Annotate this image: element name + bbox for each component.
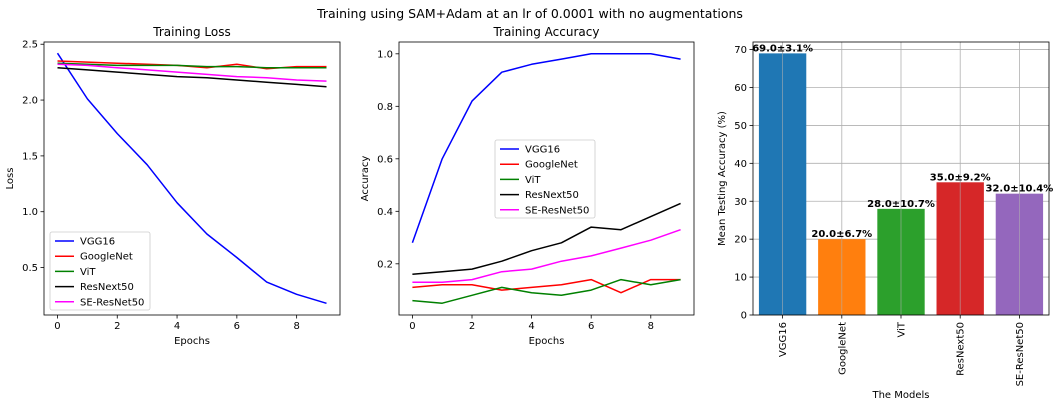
loss-series-vgg16 — [56, 52, 327, 305]
acc-title: Training Accuracy — [493, 25, 600, 39]
acc-series-vit — [412, 278, 681, 304]
loss-series-se-resnet50 — [57, 63, 327, 82]
loss-panel: Training Loss Epochs Loss 0 2 4 6 8 0.5 1.0 1.5 2.0… — [5, 25, 341, 347]
acc-legend-label: ViT — [525, 175, 541, 186]
acc-axes-frame — [398, 41, 695, 316]
acc-ytick-label: 0.2 — [377, 259, 393, 270]
loss-ytick-label: 0.5 — [22, 263, 38, 274]
acc-ytick-label: 0.6 — [377, 154, 393, 165]
bar-ytick-label: 50 — [734, 121, 747, 132]
acc-series-resnext50 — [412, 202, 681, 276]
bar-ytick-label: 30 — [734, 197, 747, 208]
loss-xtick-label: 2 — [114, 321, 120, 332]
loss-xtick-label: 0 — [54, 321, 60, 332]
loss-title: Training Loss — [152, 25, 230, 39]
acc-legend-label: VGG16 — [525, 145, 560, 156]
bar-value-label: 35.0±9.2% — [930, 172, 991, 183]
loss-xtick-label: 6 — [234, 321, 240, 332]
acc-series-se-resnet50 — [412, 228, 681, 283]
bar-xtick-label: SE-ResNet50 — [1015, 322, 1026, 386]
accuracy-panel: Training Accuracy Epochs Accuracy 0 2 4 6 8 0.2 0… — [360, 25, 695, 347]
loss-legend-label: VGG16 — [80, 237, 115, 248]
loss-ytick-label: 1.5 — [22, 151, 38, 162]
acc-xtick-label: 6 — [588, 321, 594, 332]
loss-legend-label: GoogleNet — [80, 252, 133, 263]
bar-axes-frame — [752, 41, 1050, 316]
bar-value-label: 20.0±6.7% — [811, 229, 872, 240]
acc-ylabel: Accuracy — [360, 156, 371, 202]
loss-axes-frame — [43, 41, 341, 316]
acc-ytick-label: 0.4 — [377, 207, 393, 218]
loss-series-resnext50 — [57, 66, 327, 88]
bar-ylabel: Mean Testing Accuracy (%) — [717, 111, 728, 246]
bar-value-label: 28.0±10.7% — [867, 199, 935, 210]
acc-ytick-label: 0.8 — [377, 102, 393, 113]
loss-series-vit — [57, 62, 327, 69]
acc-series-googlenet — [412, 278, 681, 294]
bar-value-label: 32.0±10.4% — [986, 184, 1054, 195]
loss-ytick-label: 2.5 — [22, 40, 38, 51]
loss-legend-label: ViT — [80, 267, 96, 278]
bar-ytick-label: 40 — [734, 159, 747, 170]
loss-ytick-label: 2.0 — [22, 96, 38, 107]
bar-ytick-label: 20 — [734, 235, 747, 246]
acc-xtick-label: 8 — [648, 321, 654, 332]
bar-ytick-label: 10 — [734, 273, 747, 284]
bar-xtick-label: ViT — [897, 321, 908, 337]
loss-legend-label: SE-ResNet50 — [80, 297, 144, 308]
loss-xtick-label: 8 — [293, 321, 299, 332]
acc-legend-box — [494, 139, 596, 219]
bar-xtick-label: VGG16 — [778, 322, 789, 357]
acc-xtick-label: 0 — [409, 321, 415, 332]
acc-series-vgg16 — [411, 53, 681, 244]
acc-legend-label: GoogleNet — [525, 160, 578, 171]
bar-xtick-label: ResNext50 — [956, 322, 967, 376]
acc-legend-label: SE-ResNet50 — [525, 205, 589, 216]
testing-bar-panel: 69.0±3.1% 20.0±6.7% 28.0±10.7% 35.0±9.2%32.… — [717, 41, 1054, 401]
bar-ytick-label: 0 — [741, 311, 747, 322]
loss-xtick-label: 4 — [174, 321, 180, 332]
acc-xtick-label: 2 — [469, 321, 475, 332]
loss-legend-box — [49, 231, 151, 311]
bar-ytick-label: 60 — [734, 83, 747, 94]
loss-ylabel: Loss — [5, 168, 16, 190]
bar-ytick-label: 70 — [734, 45, 747, 56]
acc-ytick-label: 1.0 — [377, 49, 393, 60]
acc-xlabel: Epochs — [529, 336, 565, 347]
loss-legend-label: ResNext50 — [80, 282, 134, 293]
acc-legend-label: ResNext50 — [525, 190, 579, 201]
loss-xlabel: Epochs — [174, 336, 210, 347]
loss-ytick-label: 1.0 — [22, 207, 38, 218]
figure-suptitle: Training using SAM+Adam at an lr of 0.00… — [316, 6, 743, 21]
bar-xtick-label: GoogleNet — [837, 322, 848, 375]
acc-xtick-label: 4 — [528, 321, 534, 332]
bar-value-label: 69.0±3.1% — [752, 43, 813, 54]
bar-xlabel: The Models — [871, 390, 929, 401]
